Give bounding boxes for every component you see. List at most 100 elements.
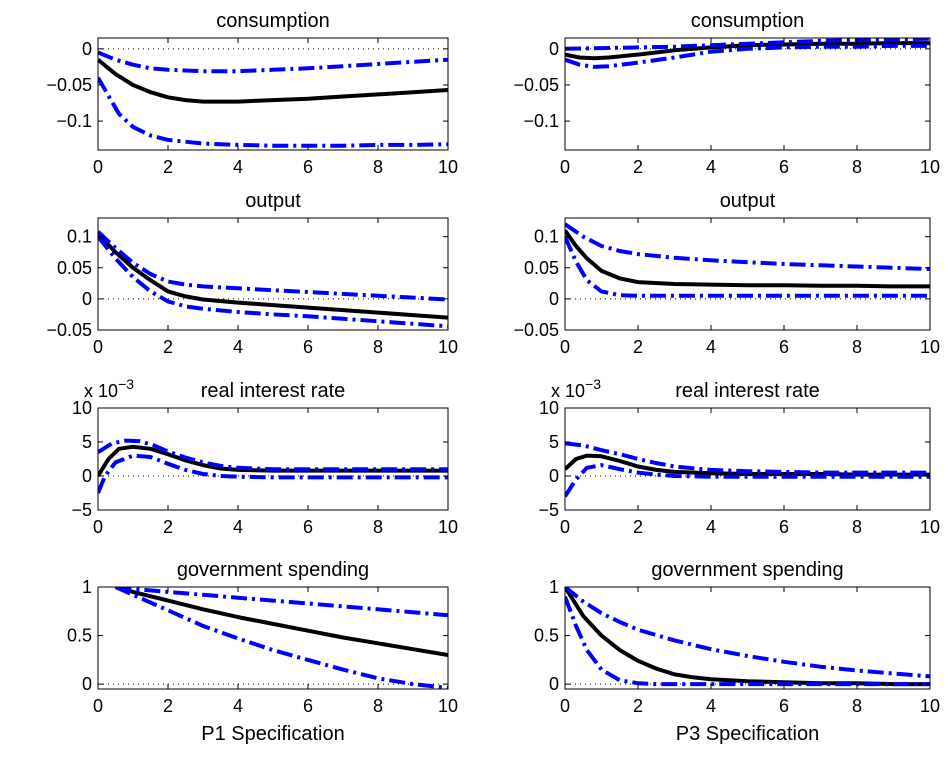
x-tick-label: 6 (779, 337, 789, 357)
x-tick-label: 10 (438, 517, 458, 537)
x-tick-label: 6 (779, 517, 789, 537)
plot-frame (97, 407, 449, 511)
x-tick-label: 10 (920, 337, 940, 357)
median-response-line (565, 229, 930, 289)
x-tick-label: 4 (233, 517, 243, 537)
plot-frame (564, 217, 931, 331)
y-tick-label: 0 (82, 289, 92, 309)
lower-confidence-band-line (565, 43, 930, 69)
subplot-title: consumption (691, 10, 804, 32)
upper-confidence-band-line (565, 38, 930, 51)
y-tick-label: −0.05 (513, 75, 559, 95)
y-tick-label: 0.5 (534, 626, 559, 646)
upper-confidence-band-line (98, 50, 448, 74)
y-tick-label: 0 (549, 466, 559, 486)
x-tick-label: 4 (233, 157, 243, 177)
x-tick-label: 8 (852, 696, 862, 716)
y-tick-label: 0.05 (57, 258, 92, 278)
x-tick-label: 4 (706, 337, 716, 357)
x-tick-label: 0 (560, 696, 570, 716)
lower-confidence-band-line (98, 453, 448, 494)
x-tick-label: 10 (920, 157, 940, 177)
y-tick-label: −0.1 (56, 111, 92, 131)
x-tick-label: 2 (163, 517, 173, 537)
y-tick-label: 0 (82, 466, 92, 486)
y-tick-label: 0 (82, 39, 92, 59)
x-tick-label: 2 (163, 696, 173, 716)
x-tick-label: 8 (373, 517, 383, 537)
y-tick-label: 0 (549, 289, 559, 309)
x-tick-label: 10 (438, 157, 458, 177)
x-tick-label: 8 (373, 337, 383, 357)
x-tick-label: 10 (920, 696, 940, 716)
y-tick-label: 0 (82, 674, 92, 694)
x-tick-label: 2 (633, 696, 643, 716)
x-tick-label: 6 (303, 157, 313, 177)
x-tick-label: 4 (706, 696, 716, 716)
lower-confidence-band-line (98, 76, 448, 148)
x-tick-label: 0 (93, 337, 103, 357)
subplot-2: 0 2 4 6 8 10 0 −0.05 −0.1 consumption (513, 10, 940, 177)
upper-confidence-band-line (98, 230, 448, 302)
upper-confidence-band-line (565, 222, 930, 271)
upper-confidence-band-line (98, 438, 448, 472)
y-tick-label: 0.1 (534, 227, 559, 247)
x-tick-label: 8 (852, 157, 862, 177)
upper-confidence-band-line (115, 587, 448, 618)
axis-exponent-label: x 10−3 (551, 376, 601, 401)
y-tick-label: 0.5 (67, 626, 92, 646)
x-tick-label: 6 (779, 696, 789, 716)
median-response-line (98, 232, 448, 320)
y-tick-label: 0.05 (524, 258, 559, 278)
lower-confidence-band-line (114, 587, 448, 689)
upper-confidence-band-line (565, 441, 930, 475)
x-tick-label: 0 (560, 157, 570, 177)
plot-frame (564, 586, 931, 690)
axis-exponent-label: x 10−3 (84, 376, 134, 401)
lower-confidence-band-line (98, 235, 448, 329)
x-tick-label: 4 (233, 696, 243, 716)
lower-confidence-band-line (565, 595, 930, 687)
x-tick-label: 6 (303, 517, 313, 537)
y-tick-label: 10 (72, 398, 92, 418)
subplot-title: consumption (216, 10, 329, 32)
x-axis-label: P3 Specification (676, 723, 819, 745)
y-tick-label: 0 (549, 39, 559, 59)
median-response-line (565, 41, 930, 61)
x-tick-label: 2 (163, 337, 173, 357)
upper-confidence-band-line (565, 587, 930, 679)
y-tick-label: 5 (549, 432, 559, 452)
x-tick-label: 4 (233, 337, 243, 357)
subplot-title: government spending (651, 559, 843, 581)
subplot-title: output (720, 190, 776, 212)
x-tick-label: 2 (633, 337, 643, 357)
y-tick-label: 0 (549, 674, 559, 694)
x-tick-label: 0 (93, 517, 103, 537)
y-tick-label: 5 (82, 432, 92, 452)
x-tick-label: 10 (438, 696, 458, 716)
plot-frame (564, 407, 931, 511)
x-tick-label: 8 (852, 517, 862, 537)
median-response-line (565, 587, 930, 687)
y-tick-label: 10 (539, 398, 559, 418)
median-response-line (114, 587, 448, 657)
y-tick-label: 0.1 (67, 227, 92, 247)
x-tick-label: 10 (438, 337, 458, 357)
lower-confidence-band-line (565, 235, 930, 298)
y-tick-label: −0.05 (513, 320, 559, 340)
x-axis-label: P1 Specification (201, 723, 344, 745)
x-tick-label: 8 (373, 696, 383, 716)
plot-frame (97, 586, 449, 690)
x-tick-label: 2 (633, 517, 643, 537)
y-tick-label: 1 (549, 577, 559, 597)
y-tick-label: −0.1 (523, 111, 559, 131)
subplot-7: 0 2 4 6 8 10 1 0.5 0 government spending P1 Specif… (67, 559, 458, 745)
plot-frame (97, 37, 449, 151)
plot-frame (97, 217, 449, 331)
x-tick-label: 4 (706, 157, 716, 177)
y-tick-label: 1 (82, 577, 92, 597)
subplot-title: real interest rate (675, 380, 820, 402)
